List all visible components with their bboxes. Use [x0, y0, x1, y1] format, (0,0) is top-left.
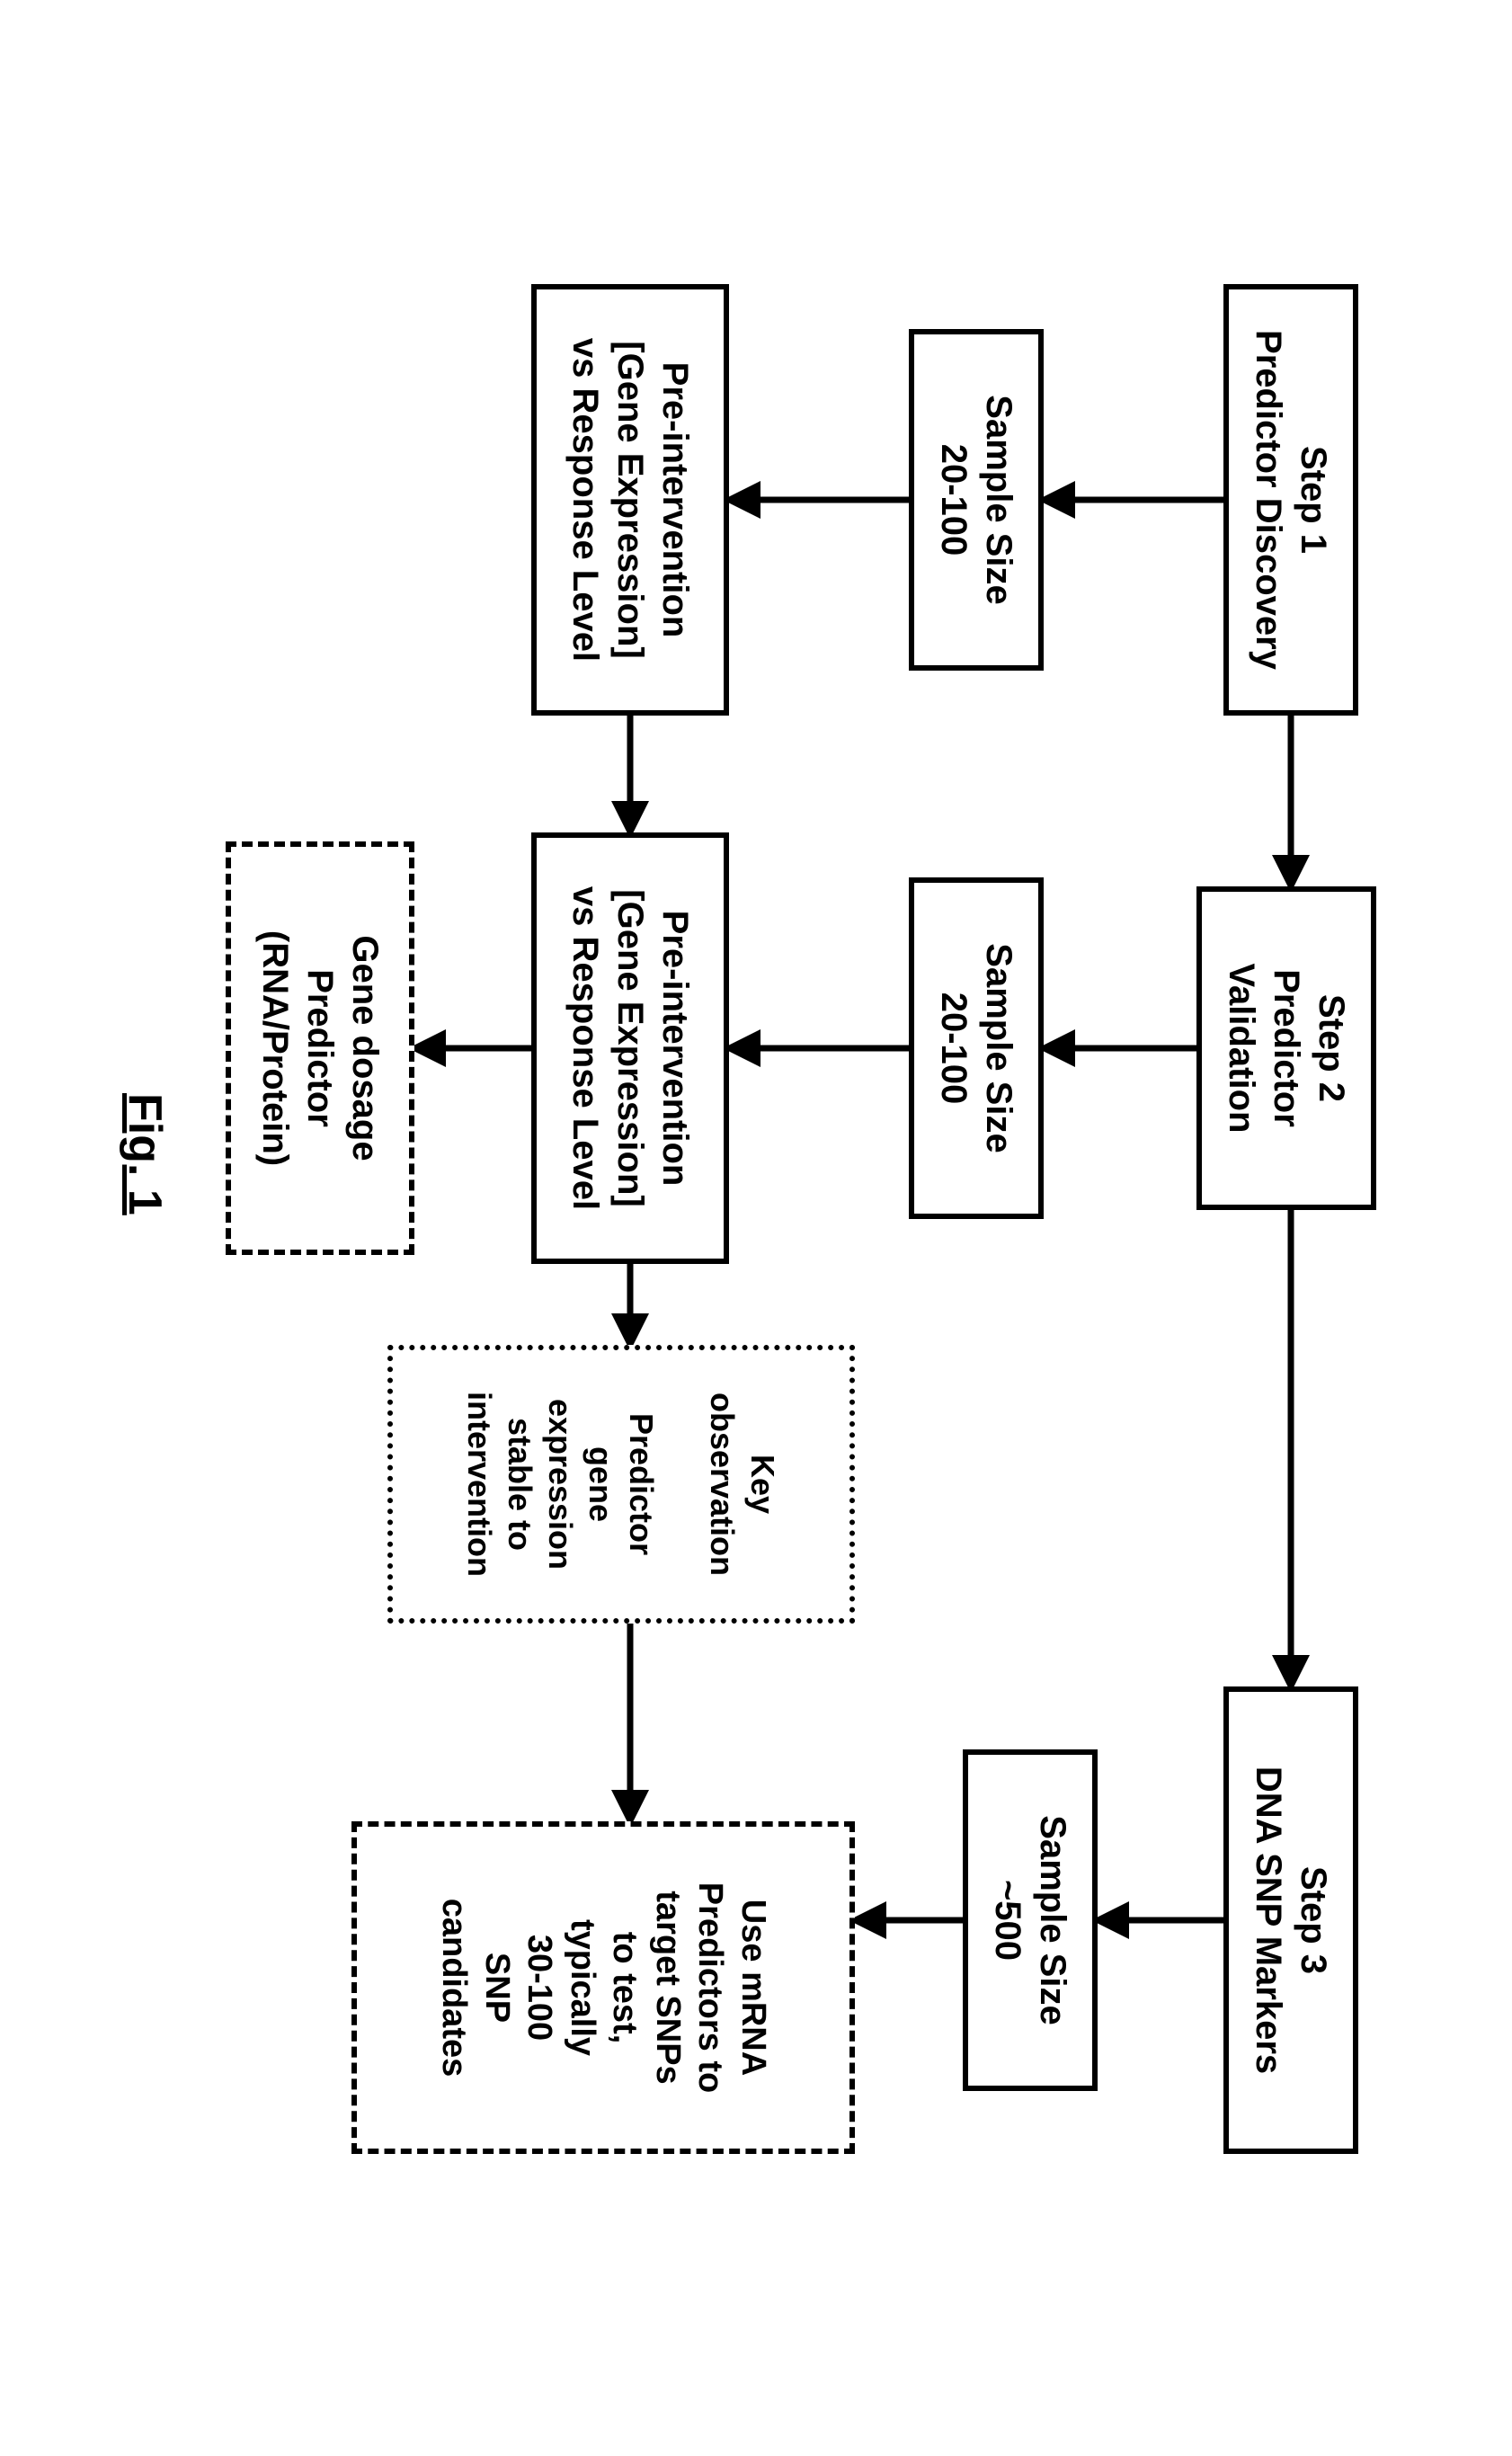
figure-label: Fig. 1	[118, 1093, 172, 1215]
node-dosage: Gene dosage Predictor (RNA/Protein)	[226, 841, 414, 1255]
node-step3: Step 3 DNA SNP Markers	[1223, 1686, 1358, 2154]
node-step2: Step 2 Predictor Validation	[1196, 886, 1376, 1210]
node-pre1: Pre-intervention [Gene Expression] vs Re…	[531, 284, 729, 716]
node-mrna: Use mRNA Predictors to target SNPs to te…	[351, 1821, 855, 2154]
node-step1: Step 1 Predictor Discovery	[1223, 284, 1358, 716]
node-ss2: Sample Size 20-100	[909, 877, 1044, 1219]
node-ss1: Sample Size 20-100	[909, 329, 1044, 671]
node-key: Key observation Predictor gene expressio…	[387, 1345, 855, 1624]
node-ss3: Sample Size ~500	[963, 1749, 1098, 2091]
node-pre2: Pre-intervention [Gene Expression] vs Re…	[531, 832, 729, 1264]
